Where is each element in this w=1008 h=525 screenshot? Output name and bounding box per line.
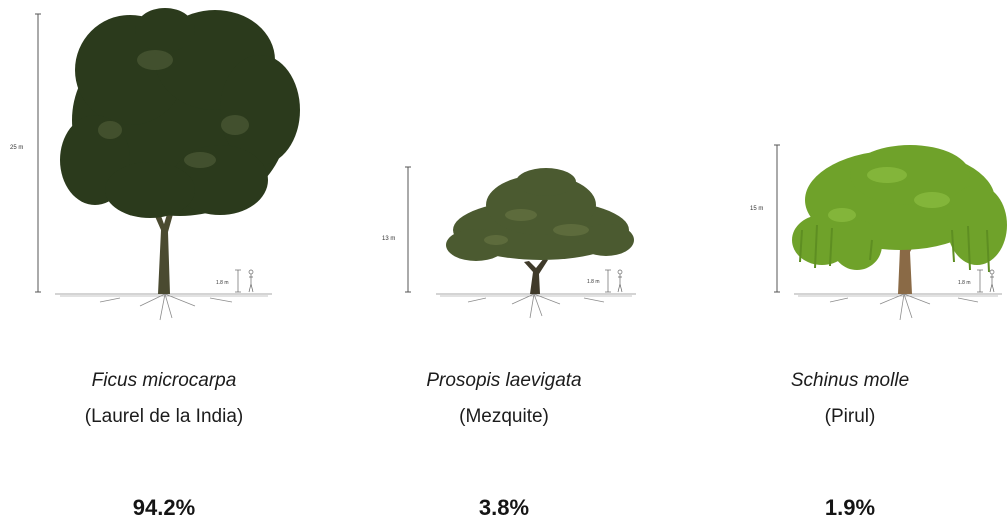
reference-height-label: 1.8 m: [958, 280, 971, 286]
height-scale-bar: [774, 144, 780, 293]
crown-drooping-branches: [799, 224, 990, 273]
common-name: (Mezquite): [459, 406, 549, 427]
crown: [60, 8, 300, 218]
human-reference-figure: [605, 269, 623, 293]
trunk: [150, 198, 177, 294]
ground-roots: [436, 293, 636, 319]
species-name: Prosopis laevigata: [426, 370, 582, 391]
schinus-tree-illustration: [774, 144, 1007, 321]
reference-height-label: 1.8 m: [216, 280, 229, 286]
crown-highlights: [828, 167, 950, 222]
species-name: Ficus microcarpa: [91, 370, 237, 391]
trunk: [524, 258, 548, 294]
common-name: (Pirul): [824, 406, 876, 427]
height-label: 15 m: [750, 206, 764, 212]
crown-highlights: [98, 50, 249, 168]
ground-roots: [794, 293, 1002, 321]
reference-height-label: 1.8 m: [587, 279, 600, 285]
percentage-value: 1.9%: [824, 495, 876, 520]
tree-caption: Ficus microcarpa (Laurel de la India): [34, 369, 294, 429]
species-name: Schinus molle: [790, 370, 910, 391]
human-reference-figure: [977, 269, 995, 293]
ground-roots: [55, 293, 272, 321]
common-name: (Laurel de la India): [84, 406, 244, 427]
tree-panel-ficus: 25 m 1.8 m Ficus microcarpa (Laurel de l…: [0, 0, 336, 525]
tree-panel-schinus: 15 m 1.8 m Schinus molle (Pirul) 1.9%: [672, 0, 1008, 525]
crown: [446, 168, 634, 261]
human-reference-figure: [235, 269, 254, 293]
prosopis-tree-illustration: [405, 166, 636, 319]
height-label: 13 m: [382, 236, 396, 242]
tree-panel-prosopis: 13 m 1.8 m Prosopis laevigata (Mezquite)…: [336, 0, 672, 525]
tree-caption: Schinus molle (Pirul): [720, 369, 980, 429]
crown-highlights: [484, 209, 589, 245]
tree-caption: Prosopis laevigata (Mezquite): [374, 369, 634, 429]
ficus-tree-illustration: [35, 8, 300, 321]
height-label: 25 m: [10, 145, 24, 151]
height-scale-bar: [35, 13, 41, 293]
percentage-value: 3.8%: [478, 495, 530, 520]
crown: [792, 145, 1007, 270]
height-scale-bar: [405, 166, 411, 293]
percentage-value: 94.2%: [132, 495, 196, 520]
